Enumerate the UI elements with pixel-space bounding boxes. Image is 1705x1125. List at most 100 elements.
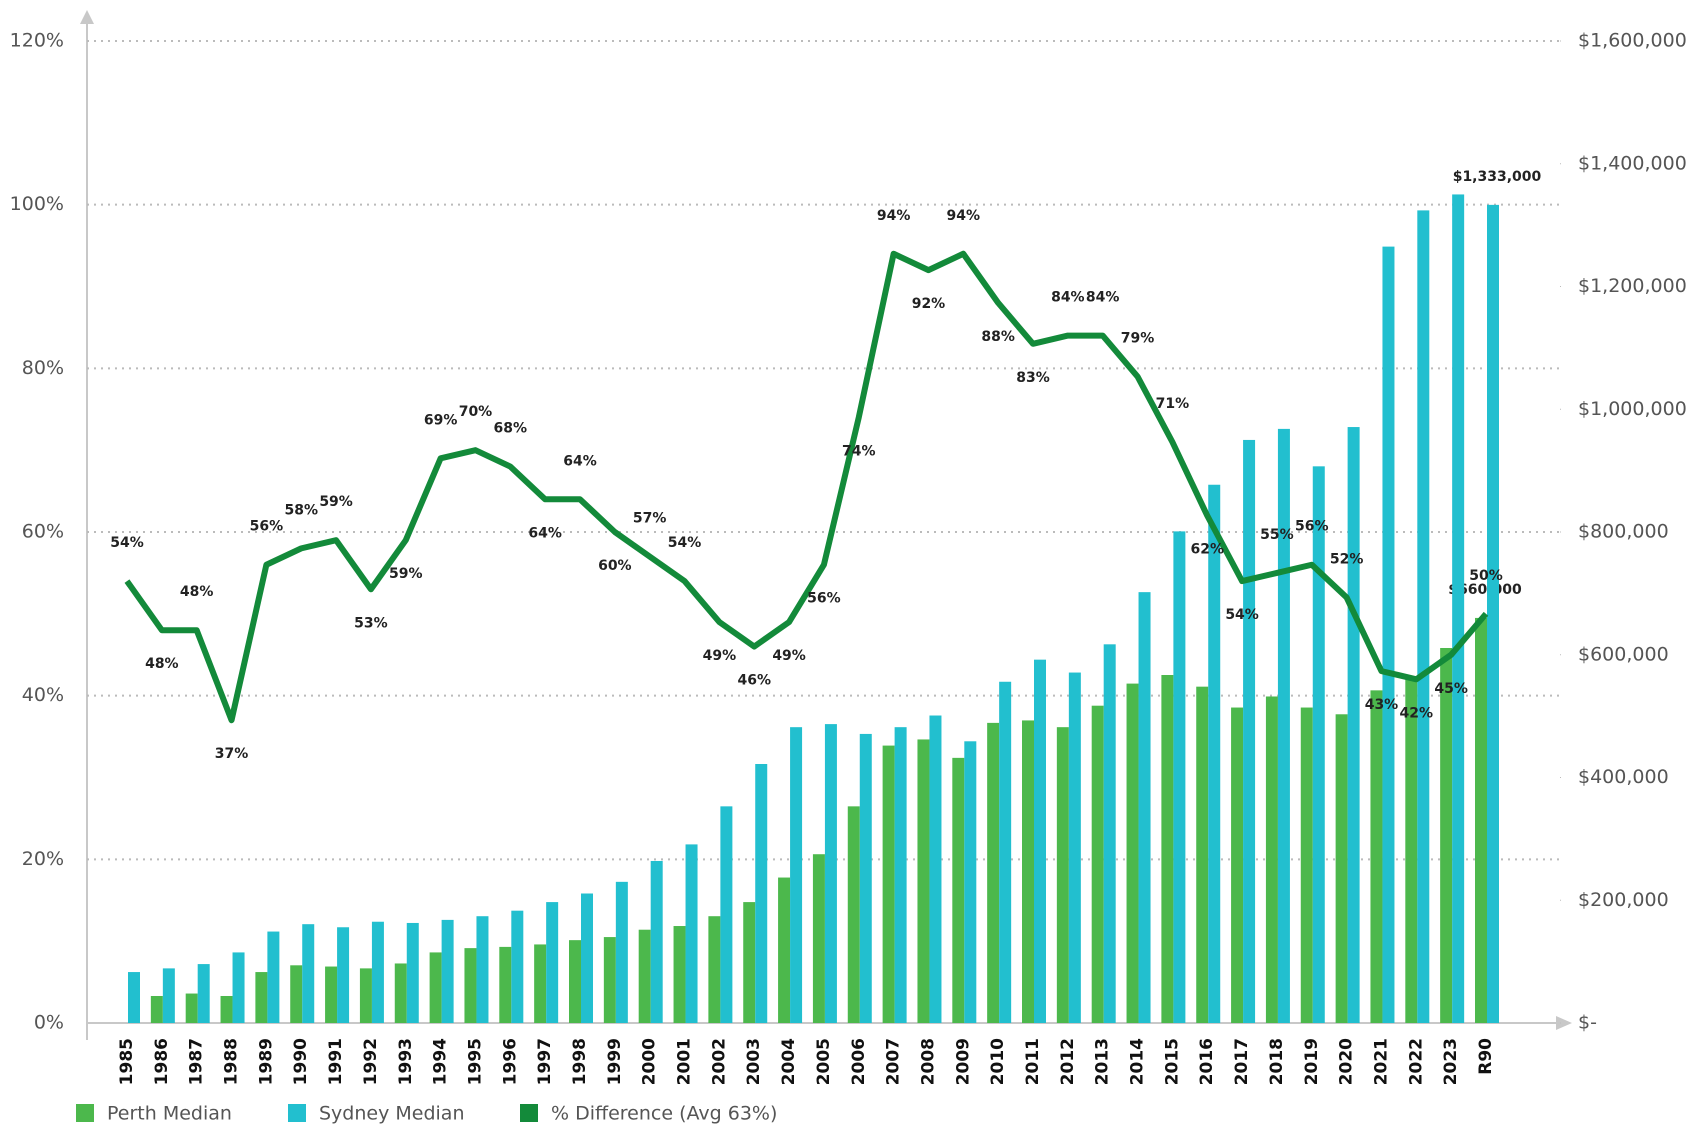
x-tick-label: 2016: [1197, 1038, 1217, 1085]
bar: [1231, 707, 1244, 1023]
bar: [894, 727, 907, 1023]
y-tick-label: 60%: [22, 521, 64, 543]
x-tick-label: 2011: [1023, 1038, 1043, 1085]
x-tick-label: 1991: [326, 1038, 346, 1085]
bar: [685, 844, 698, 1023]
x-tick-label: 2008: [918, 1038, 938, 1085]
bar: [1022, 720, 1034, 1023]
bar: [499, 946, 512, 1023]
x-tick-label: 1987: [187, 1038, 207, 1085]
bar: [128, 972, 140, 1023]
bar: [708, 916, 721, 1023]
bar: [267, 931, 280, 1023]
data-label: 94%: [877, 208, 911, 224]
bar: [1440, 647, 1453, 1023]
bar: [511, 910, 524, 1023]
bar: [1161, 675, 1174, 1023]
y-tick-label: 120%: [10, 30, 64, 52]
data-label: 43%: [1365, 697, 1399, 713]
bar: [1208, 484, 1221, 1024]
x-tick-label: 2023: [1441, 1038, 1461, 1085]
x-tick-label: 2005: [814, 1038, 834, 1085]
x-tick-label: 2010: [988, 1038, 1008, 1085]
data-label: 52%: [1330, 551, 1364, 567]
bar: [1475, 617, 1487, 1023]
data-label: $1,333,000: [1453, 169, 1542, 185]
x-tick-label: 2007: [884, 1038, 904, 1085]
bar: [464, 948, 477, 1023]
data-label: 53%: [354, 615, 388, 631]
x-tick-label: 2018: [1267, 1038, 1287, 1085]
y2-tick-label: $1,400,000: [1578, 152, 1687, 174]
bar: [1300, 707, 1313, 1023]
data-label: 37%: [215, 746, 249, 762]
bar: [917, 739, 930, 1023]
bar: [1103, 644, 1116, 1023]
bar: [778, 877, 791, 1023]
data-label: 70%: [459, 404, 493, 420]
bar: [1265, 696, 1278, 1023]
x-tick-label: R90: [1476, 1038, 1496, 1075]
bar: [720, 806, 733, 1023]
data-label: 62%: [1190, 542, 1224, 558]
x-tick-label: 2021: [1371, 1038, 1391, 1085]
bar: [534, 944, 547, 1023]
legend-swatch: [288, 1104, 306, 1122]
data-label: 46%: [737, 673, 771, 689]
legend-label: Sydney Median: [319, 1103, 465, 1125]
bar: [255, 972, 268, 1023]
data-label: 84%: [1086, 290, 1120, 306]
bar: [1370, 690, 1383, 1023]
bar: [325, 966, 338, 1023]
x-axis-arrow: [1556, 1016, 1572, 1030]
bar: [1382, 246, 1395, 1023]
bar: [1126, 683, 1139, 1023]
x-tick-label: 2015: [1162, 1038, 1182, 1085]
data-label: 49%: [703, 648, 737, 664]
bar: [1138, 592, 1151, 1023]
x-tick-label: 1985: [117, 1038, 137, 1085]
x-tick-label: 1986: [152, 1038, 172, 1085]
bar: [929, 715, 942, 1023]
y2-tick-label: $1,000,000: [1578, 398, 1687, 420]
legend-label: Perth Median: [107, 1103, 232, 1125]
data-label: 92%: [912, 296, 946, 312]
data-label: 54%: [1225, 607, 1259, 623]
bar: [1405, 679, 1418, 1023]
bar: [1335, 714, 1348, 1023]
data-label: 56%: [807, 591, 841, 607]
bar: [290, 965, 303, 1023]
bar: [406, 922, 419, 1023]
bar: [394, 963, 407, 1023]
data-label: 71%: [1156, 396, 1190, 412]
x-tick-label: 1998: [570, 1038, 590, 1085]
bar: [429, 952, 442, 1023]
x-tick-label: 2001: [675, 1038, 695, 1085]
bar: [1056, 727, 1069, 1023]
data-label: 94%: [947, 208, 981, 224]
bar: [638, 929, 651, 1023]
y-tick-label: 40%: [22, 684, 64, 706]
data-label: 54%: [110, 535, 144, 551]
data-label: 64%: [563, 453, 597, 469]
data-label: 60%: [598, 558, 632, 574]
bar: [987, 722, 1000, 1023]
data-label: 56%: [250, 519, 284, 535]
y-tick-label: 0%: [34, 1012, 64, 1034]
x-tick-label: 2014: [1128, 1038, 1148, 1085]
data-label: 48%: [145, 656, 179, 672]
bar: [185, 993, 198, 1023]
bar: [1452, 194, 1465, 1023]
data-label: 48%: [180, 584, 214, 600]
bar: [1312, 466, 1325, 1023]
x-tick-label: 1993: [396, 1038, 416, 1085]
data-label: 56%: [1295, 519, 1329, 535]
bar: [615, 881, 628, 1023]
bar: [1277, 428, 1290, 1023]
x-tick-label: 1992: [361, 1038, 381, 1085]
data-label: 42%: [1400, 705, 1434, 721]
bar: [1068, 672, 1081, 1023]
bar: [337, 927, 350, 1023]
x-tick-label: 1996: [500, 1038, 520, 1085]
data-label: 68%: [494, 421, 528, 437]
